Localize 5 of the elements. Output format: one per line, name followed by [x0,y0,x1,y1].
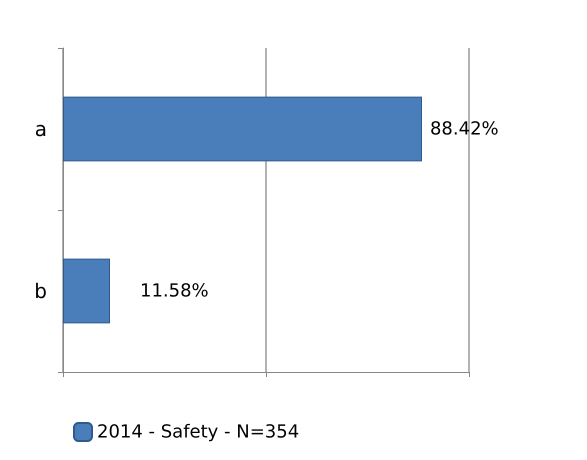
y-tick-label: a [34,117,47,141]
data-label: 88.42% [430,118,499,140]
y-tick-label: b [34,279,47,303]
legend-label: 2014 - Safety - N=354 [97,422,300,442]
data-label: 11.58% [140,280,209,302]
